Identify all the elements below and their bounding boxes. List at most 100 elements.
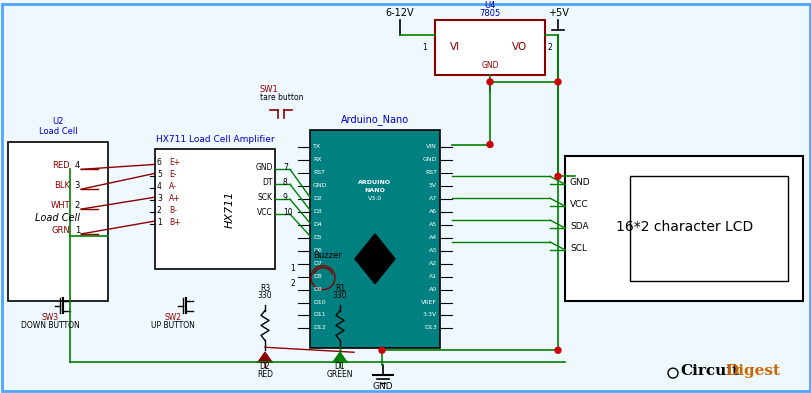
Bar xyxy=(155,149,275,269)
Text: 330: 330 xyxy=(333,290,347,299)
Text: GND: GND xyxy=(312,183,327,188)
Text: Arduino_Nano: Arduino_Nano xyxy=(341,114,409,125)
Text: VCC: VCC xyxy=(569,200,588,209)
Text: GND: GND xyxy=(422,158,436,162)
Text: D5: D5 xyxy=(312,235,321,240)
Text: SW3: SW3 xyxy=(41,314,58,322)
Text: TX: TX xyxy=(312,145,320,149)
Text: +5V: +5V xyxy=(547,8,568,18)
Text: D1: D1 xyxy=(334,362,345,371)
Text: 7: 7 xyxy=(283,163,288,173)
Text: U2: U2 xyxy=(52,117,63,126)
Text: A7: A7 xyxy=(428,196,436,201)
Text: Load Cell: Load Cell xyxy=(39,127,77,136)
Circle shape xyxy=(554,79,560,85)
Polygon shape xyxy=(333,352,346,362)
Text: GND: GND xyxy=(481,61,498,70)
Text: B+: B+ xyxy=(169,218,180,227)
Text: A+: A+ xyxy=(169,194,180,203)
Text: A5: A5 xyxy=(428,222,436,227)
Text: E-: E- xyxy=(169,170,176,179)
Text: UP BUTTON: UP BUTTON xyxy=(151,321,195,331)
Text: 7805: 7805 xyxy=(478,9,500,18)
Text: DT: DT xyxy=(262,178,272,187)
Text: ARDUINO: ARDUINO xyxy=(358,180,391,185)
Text: VCC: VCC xyxy=(257,208,272,217)
Text: V3.0: V3.0 xyxy=(367,196,382,201)
Text: A0: A0 xyxy=(428,286,436,292)
Text: B-: B- xyxy=(169,206,177,215)
Text: SCK: SCK xyxy=(258,193,272,202)
Bar xyxy=(310,130,440,348)
Text: D6: D6 xyxy=(312,248,321,253)
Text: 1: 1 xyxy=(75,226,80,235)
Text: RST: RST xyxy=(424,170,436,175)
Text: RX: RX xyxy=(312,158,321,162)
Text: 1: 1 xyxy=(290,264,294,273)
Text: 2: 2 xyxy=(75,201,80,210)
Bar xyxy=(629,176,787,281)
Text: VO: VO xyxy=(512,42,527,52)
Text: RST: RST xyxy=(312,170,324,175)
Text: GND: GND xyxy=(255,163,272,173)
Text: D12: D12 xyxy=(312,325,325,331)
Circle shape xyxy=(487,79,492,85)
Circle shape xyxy=(554,347,560,353)
Text: Load Cell: Load Cell xyxy=(36,213,80,223)
Text: 6: 6 xyxy=(157,158,161,167)
Text: D13: D13 xyxy=(423,325,436,331)
Text: D2: D2 xyxy=(260,362,270,371)
Text: Digest: Digest xyxy=(724,364,779,378)
Text: GND: GND xyxy=(569,178,590,187)
Text: SW1: SW1 xyxy=(260,85,278,94)
Text: R3: R3 xyxy=(260,284,270,293)
Text: VI: VI xyxy=(449,42,460,52)
Text: 4: 4 xyxy=(75,162,80,171)
Text: 3: 3 xyxy=(157,194,161,203)
Text: SW2: SW2 xyxy=(165,314,182,322)
Text: 2: 2 xyxy=(290,279,294,288)
Text: 5: 5 xyxy=(157,170,161,179)
Text: A4: A4 xyxy=(428,235,436,240)
Text: 6-12V: 6-12V xyxy=(385,8,414,18)
Text: D3: D3 xyxy=(312,209,321,214)
Text: NANO: NANO xyxy=(364,188,385,193)
Text: VIN: VIN xyxy=(426,145,436,149)
Circle shape xyxy=(554,173,560,179)
Text: RED: RED xyxy=(53,162,70,171)
Text: tare button: tare button xyxy=(260,93,303,102)
Text: D8: D8 xyxy=(312,274,321,279)
Text: DOWN BUTTON: DOWN BUTTON xyxy=(20,321,79,331)
Circle shape xyxy=(379,347,384,353)
Text: HX711 Load Cell Amplifier: HX711 Load Cell Amplifier xyxy=(156,134,274,143)
Text: D2: D2 xyxy=(312,196,321,201)
Text: Circuit: Circuit xyxy=(679,364,738,378)
Text: 16*2 character LCD: 16*2 character LCD xyxy=(616,220,753,234)
Text: HX711: HX711 xyxy=(225,191,234,228)
Text: A6: A6 xyxy=(428,209,436,214)
Text: VREF: VREF xyxy=(420,299,436,305)
Text: D10: D10 xyxy=(312,299,325,305)
Text: SCL: SCL xyxy=(569,244,586,253)
Polygon shape xyxy=(354,234,394,284)
Text: 10: 10 xyxy=(283,208,292,217)
Circle shape xyxy=(487,141,492,147)
Text: 1: 1 xyxy=(422,43,427,52)
Text: D9: D9 xyxy=(312,286,321,292)
Text: 330: 330 xyxy=(257,290,272,299)
Text: D11: D11 xyxy=(312,312,325,318)
Text: A1: A1 xyxy=(428,274,436,279)
Bar xyxy=(8,141,108,301)
Text: 1: 1 xyxy=(157,218,161,227)
Text: 2: 2 xyxy=(157,206,161,215)
Text: D4: D4 xyxy=(312,222,321,227)
Text: BLK: BLK xyxy=(54,181,70,190)
Text: 4: 4 xyxy=(157,182,161,191)
Text: 2: 2 xyxy=(547,43,551,52)
Text: R1: R1 xyxy=(334,284,345,293)
Text: GND: GND xyxy=(372,382,393,391)
Bar xyxy=(435,20,544,75)
Text: 3.3V: 3.3V xyxy=(423,312,436,318)
Bar xyxy=(564,156,802,301)
Text: 8: 8 xyxy=(283,178,287,187)
